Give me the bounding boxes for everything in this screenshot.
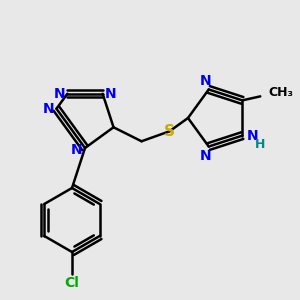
Text: N: N — [54, 87, 65, 101]
Text: S: S — [164, 124, 175, 139]
Text: N: N — [43, 102, 54, 116]
Text: N: N — [247, 129, 258, 142]
Text: H: H — [255, 138, 266, 151]
Text: N: N — [105, 87, 116, 101]
Text: Cl: Cl — [64, 276, 80, 290]
Text: CH₃: CH₃ — [268, 86, 293, 99]
Text: N: N — [200, 74, 212, 88]
Text: N: N — [71, 143, 83, 157]
Text: N: N — [200, 148, 212, 163]
